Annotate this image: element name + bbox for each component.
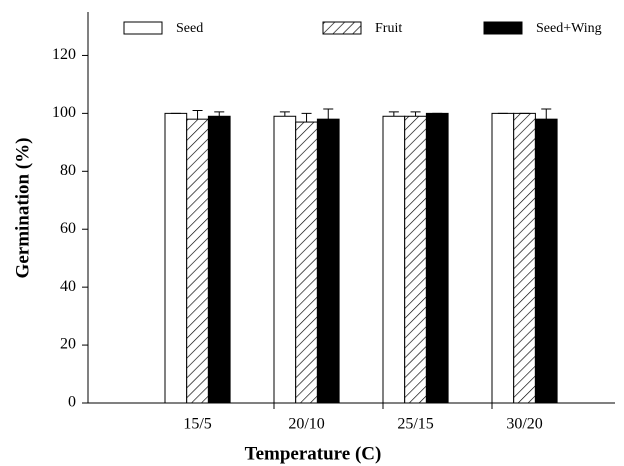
x-tick-label: 15/5	[183, 416, 211, 433]
bar	[534, 118, 558, 404]
y-tick-label: 100	[52, 104, 76, 121]
error-bar	[192, 109, 203, 120]
y-tick-label: 40	[60, 278, 76, 295]
bar	[404, 115, 427, 404]
error-bar	[323, 108, 334, 120]
y-tick-label: 60	[60, 220, 76, 237]
legend-swatch	[483, 21, 523, 35]
bar	[491, 112, 515, 404]
error-bar	[541, 108, 552, 120]
bar	[186, 118, 209, 404]
x-tick-label: 25/15	[397, 416, 433, 433]
x-tick-label: 20/10	[288, 416, 324, 433]
bar	[295, 121, 318, 404]
bar	[425, 112, 449, 404]
error-bar	[214, 111, 225, 117]
x-tick-label: 30/20	[506, 416, 542, 433]
error-bar	[388, 111, 399, 117]
legend-swatch	[123, 21, 163, 35]
legend-swatch	[322, 21, 362, 35]
x-axis-title: Temperature (C)	[245, 443, 382, 464]
bar	[273, 115, 297, 404]
error-bar	[410, 111, 421, 117]
bar	[316, 118, 340, 404]
y-tick-label: 80	[60, 162, 76, 179]
y-tick-label: 120	[52, 46, 76, 63]
legend-text: Fruit	[375, 21, 402, 36]
y-tick-label: 20	[60, 336, 76, 353]
bar	[207, 115, 231, 404]
legend-text: Seed	[176, 21, 203, 36]
legend-text: Seed+Wing	[536, 21, 602, 36]
error-bar	[301, 112, 312, 123]
error-bar	[279, 111, 290, 117]
bar	[164, 112, 188, 404]
y-axis-title: Germination (%)	[12, 138, 33, 279]
bar	[382, 115, 406, 404]
bar	[513, 112, 536, 404]
y-tick-label: 0	[68, 394, 76, 411]
